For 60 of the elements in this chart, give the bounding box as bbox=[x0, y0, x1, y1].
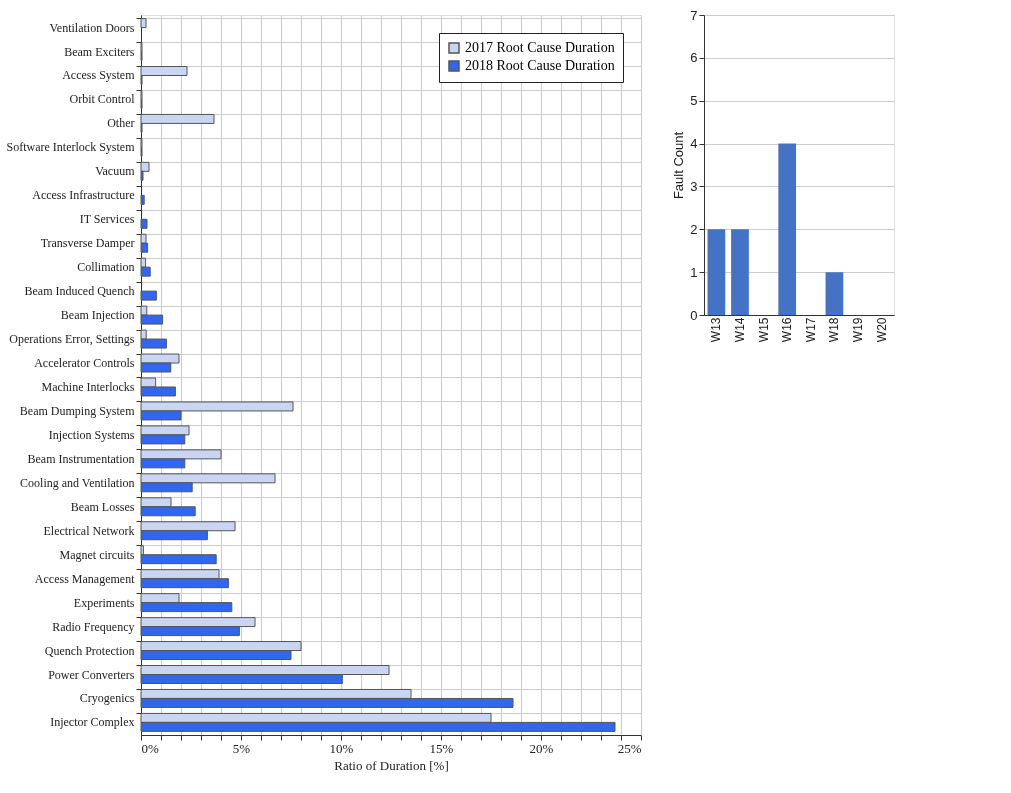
y-tick-label: Other bbox=[107, 116, 135, 131]
y-tick-label: Quench Protection bbox=[44, 643, 135, 658]
y-tick-label: Cooling and Ventilation bbox=[20, 475, 135, 490]
y-tick-label: 3 bbox=[690, 178, 698, 194]
x-tick-label: 5% bbox=[232, 740, 251, 756]
x-tick-label: 10% bbox=[329, 740, 354, 756]
y-tick-label: Beam Induced Quench bbox=[24, 284, 135, 299]
bar bbox=[778, 143, 797, 315]
y-tick-label: Operations Error, Settings bbox=[9, 332, 135, 347]
y-tick-label: Cryogenics bbox=[79, 691, 135, 706]
x-tick-label: 25% bbox=[617, 740, 642, 756]
x-tick-label: W14 bbox=[732, 317, 747, 343]
legend-label: 2018 Root Cause Duration bbox=[465, 58, 615, 73]
y-tick-label: 5 bbox=[690, 93, 698, 109]
y-tick-label: Transverse Damper bbox=[40, 236, 135, 251]
x-tick-label: 0% bbox=[141, 740, 159, 756]
y-tick-label: 1 bbox=[690, 264, 698, 280]
bar bbox=[825, 272, 844, 315]
y-tick-label: Magnet circuits bbox=[59, 547, 135, 562]
y-tick-label: IT Services bbox=[79, 212, 135, 227]
y-tick-label: Access Infrastructure bbox=[32, 188, 135, 203]
y-tick-label: Experiments bbox=[73, 595, 135, 610]
x-tick-label: W17 bbox=[803, 317, 818, 343]
x-tick-label: W19 bbox=[851, 317, 866, 343]
y-tick-label: 2 bbox=[690, 221, 698, 237]
y-tick-label: Ventilation Doors bbox=[49, 20, 135, 35]
y-tick-label: Beam Exciters bbox=[64, 44, 135, 59]
y-tick-label: Accelerator Controls bbox=[34, 356, 135, 371]
y-tick-label: Access System bbox=[62, 68, 136, 83]
y-tick-label: Electrical Network bbox=[43, 523, 135, 538]
x-tick-label: W18 bbox=[827, 317, 842, 343]
x-axis-title: Ratio of Duration [%] bbox=[334, 757, 449, 773]
y-tick-label: Injector Complex bbox=[50, 715, 135, 730]
y-tick-label: 6 bbox=[690, 50, 698, 66]
y-tick-label: Beam Dumping System bbox=[19, 403, 136, 418]
y-tick-label: Beam Losses bbox=[70, 499, 135, 514]
y-tick-label: Software Interlock System bbox=[6, 140, 136, 155]
x-tick-label: W13 bbox=[709, 317, 724, 343]
x-tick-label: W20 bbox=[874, 317, 889, 343]
y-tick-label: Access Management bbox=[34, 571, 136, 586]
y-axis-title: Fault Count bbox=[671, 131, 687, 200]
bar bbox=[707, 229, 726, 315]
y-tick-label: Vacuum bbox=[95, 164, 136, 179]
y-tick-label: Orbit Control bbox=[69, 92, 136, 107]
y-tick-label: Machine Interlocks bbox=[41, 379, 135, 394]
y-tick-label: Collimation bbox=[77, 260, 135, 275]
bar bbox=[731, 229, 749, 315]
x-tick-label: W16 bbox=[780, 317, 795, 343]
y-tick-label: 7 bbox=[690, 7, 698, 23]
legend-label: 2017 Root Cause Duration bbox=[465, 40, 615, 55]
y-tick-label: 4 bbox=[690, 136, 698, 152]
y-tick-label: 0 bbox=[690, 307, 698, 323]
y-tick-label: Radio Frequency bbox=[52, 619, 135, 634]
y-tick-label: Injection Systems bbox=[48, 427, 135, 442]
x-tick-label: W15 bbox=[756, 317, 771, 343]
x-tick-label: 15% bbox=[429, 740, 454, 756]
x-tick-label: 20% bbox=[529, 740, 554, 756]
y-tick-label: Beam Instrumentation bbox=[27, 451, 135, 466]
y-tick-label: Power Converters bbox=[48, 667, 135, 682]
y-tick-label: Beam Injection bbox=[60, 308, 135, 323]
